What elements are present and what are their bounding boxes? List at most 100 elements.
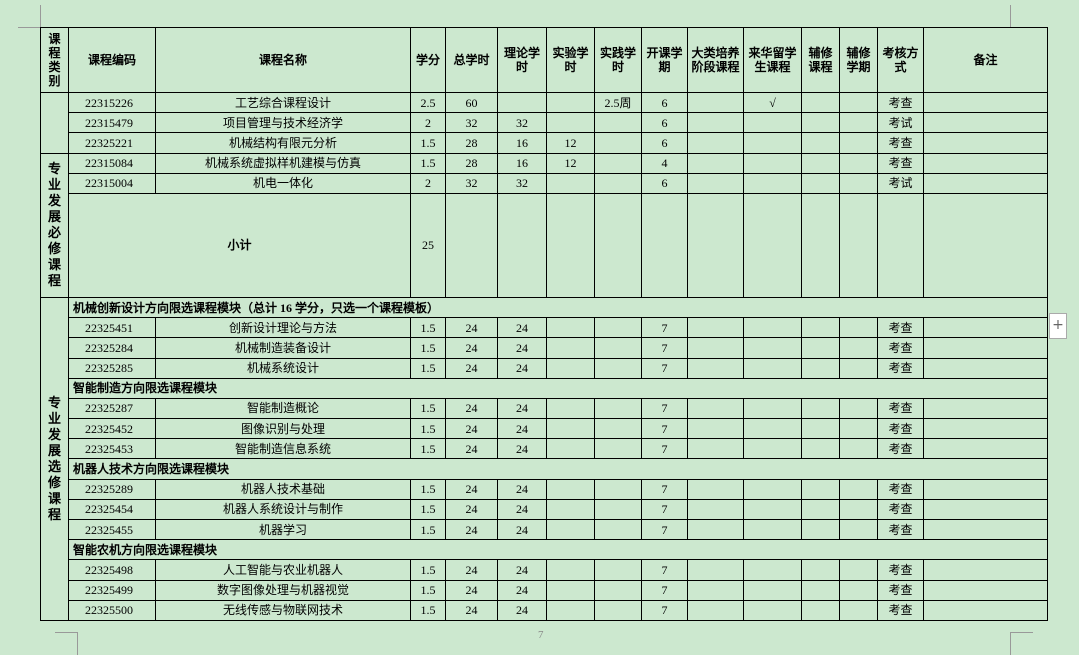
table-row: 22325455 机器学习 1.5 24 24 7 考查 <box>41 518 1048 541</box>
cell: 7 <box>641 337 688 359</box>
cell: 7 <box>641 599 688 621</box>
cell: 16 <box>497 152 547 174</box>
empty-cell <box>594 438 642 460</box>
header-cell: 辅修课程 <box>801 27 840 93</box>
cell: 1.5 <box>410 478 446 500</box>
cell: 2.5 <box>410 91 446 114</box>
empty-cell <box>743 579 802 601</box>
table-row: 专业发展必修课程 22315084 机械系统虚拟样机建模与仿真 1.5 28 16 12 4 考… <box>40 152 1048 298</box>
cell: 24 <box>497 418 547 440</box>
page-number: 7 <box>538 629 544 641</box>
cell: 考查 <box>877 478 924 500</box>
cell: 智能制造概论 <box>155 397 411 420</box>
cell: 28 <box>445 132 498 154</box>
cell: 考查 <box>877 518 924 541</box>
header-cell: 大类培养阶段课程 <box>687 27 744 93</box>
cell: 22325289 <box>68 478 156 500</box>
cell: 24 <box>497 397 547 420</box>
empty-cell <box>687 357 744 379</box>
corner-mark <box>55 632 78 655</box>
empty-cell <box>445 192 498 298</box>
cell: 1.5 <box>410 438 446 460</box>
empty-cell <box>687 579 744 601</box>
header-row: 课程类别 课程编码 课程名称 学分 总学时 理论学时 实验学时 实践学时 开课学期 大类培养阶段课… <box>40 27 1048 93</box>
cell: 7 <box>641 478 688 500</box>
empty-cell <box>687 498 744 521</box>
cell: 22315226 <box>68 91 156 114</box>
table-row: 22325287 智能制造概论 1.5 24 24 7 考查 <box>41 397 1048 420</box>
empty-cell <box>801 317 840 339</box>
empty-cell <box>546 192 595 298</box>
empty-cell <box>687 438 744 460</box>
cell: 12 <box>546 132 595 154</box>
cell: 7 <box>641 418 688 440</box>
cell: 24 <box>497 498 547 521</box>
header-cell: 实践学时 <box>594 27 642 93</box>
cell: 24 <box>445 438 498 460</box>
header-cell: 课程类别 <box>40 27 69 93</box>
cell: 7 <box>641 559 688 581</box>
empty-cell <box>687 192 744 298</box>
cell: 机器人技术基础 <box>155 478 411 500</box>
subtotal-credit: 25 <box>410 192 446 298</box>
cell: 24 <box>445 498 498 521</box>
empty-cell <box>546 317 595 339</box>
empty-cell <box>839 518 878 541</box>
empty-cell <box>594 152 642 174</box>
add-button[interactable]: + <box>1049 313 1067 339</box>
cell: 24 <box>445 418 498 440</box>
cell: 智能制造信息系统 <box>155 438 411 460</box>
cell: 22325453 <box>68 438 156 460</box>
empty-cell <box>801 559 840 581</box>
cell: 24 <box>445 579 498 601</box>
empty-cell <box>594 357 642 379</box>
empty-cell <box>743 599 802 621</box>
empty-cell <box>546 559 595 581</box>
cell: 22325452 <box>68 418 156 440</box>
header-cell: 来华留学生课程 <box>743 27 802 93</box>
cell: 考查 <box>877 559 924 581</box>
cell: 考查 <box>877 152 924 174</box>
table-row: 22315226 工艺综合课程设计 2.5 60 2.5周 6 √ 考查 <box>40 91 1048 154</box>
cell: 1.5 <box>410 579 446 601</box>
cell: 24 <box>497 579 547 601</box>
table-row: 22325498 人工智能与农业机器人 1.5 24 24 7 考查 <box>41 559 1048 581</box>
empty-cell <box>839 152 878 174</box>
empty-cell <box>743 418 802 440</box>
header-cell: 课程编码 <box>68 27 156 93</box>
empty-cell <box>546 337 595 359</box>
empty-cell <box>839 337 878 359</box>
empty-cell <box>743 337 802 359</box>
empty-cell <box>801 192 840 298</box>
table-row: 22325285 机械系统设计 1.5 24 24 7 考查 <box>41 357 1048 379</box>
empty-cell <box>743 397 802 420</box>
table-row: 22325453 智能制造信息系统 1.5 24 24 7 考查 <box>41 438 1048 460</box>
cell: 考查 <box>877 132 924 154</box>
empty-cell <box>923 559 1048 581</box>
cell: 32 <box>445 112 498 134</box>
cell: 1.5 <box>410 418 446 440</box>
cell: 22325285 <box>68 357 156 379</box>
cell: 机械系统设计 <box>155 357 411 379</box>
empty-cell <box>546 438 595 460</box>
empty-cell <box>839 579 878 601</box>
cell: 机电一体化 <box>155 172 411 194</box>
cell: 2.5周 <box>594 91 642 114</box>
cell: 4 <box>641 152 688 174</box>
corner-mark <box>1010 632 1033 655</box>
empty-cell <box>546 397 595 420</box>
empty-cell <box>923 192 1048 298</box>
cell: 22325500 <box>68 599 156 621</box>
cell: 考查 <box>877 498 924 521</box>
empty-cell <box>801 152 840 174</box>
empty-cell <box>923 152 1048 174</box>
cell: 1.5 <box>410 559 446 581</box>
cell: 图像识别与处理 <box>155 418 411 440</box>
empty-cell <box>687 599 744 621</box>
empty-cell <box>594 418 642 440</box>
table-row: 22325454 机器人系统设计与制作 1.5 24 24 7 考查 <box>41 498 1048 521</box>
cell: 24 <box>497 599 547 621</box>
empty-cell <box>743 192 802 298</box>
header-cell: 实验学时 <box>546 27 595 93</box>
empty-cell <box>546 579 595 601</box>
